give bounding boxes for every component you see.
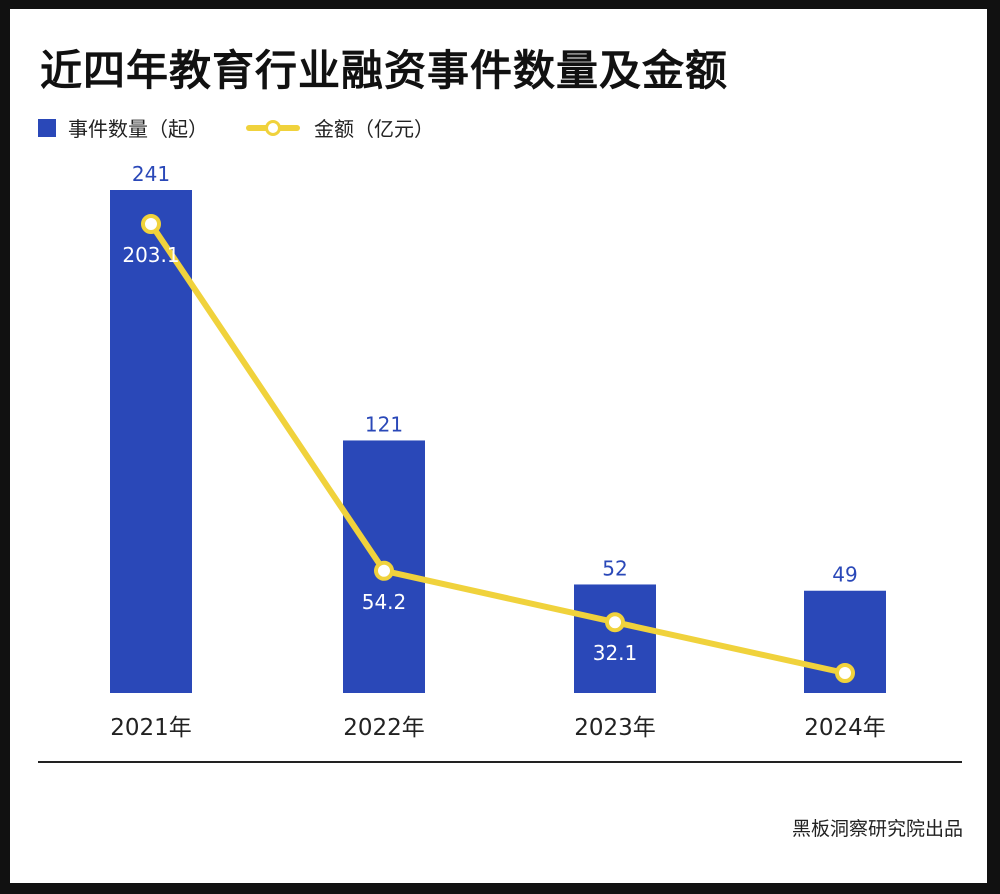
legend-bar-label: 事件数量（起）	[68, 117, 208, 141]
divider-line	[38, 761, 962, 763]
category-label-3: 2024年	[804, 715, 886, 741]
source-credit: 黑板洞察研究院出品	[791, 818, 963, 840]
bar-value-label-0: 241	[132, 162, 170, 186]
category-label-1: 2022年	[343, 715, 425, 741]
bar-value-label-1: 121	[365, 412, 403, 436]
amount-value-label-1: 54.2	[362, 590, 407, 614]
legend-line-swatch	[246, 119, 300, 136]
legend-line-label: 金额（亿元）	[314, 117, 434, 141]
chart-plot: 241 2021年 121 2022年 52 2023年 49 2024年 203.1 54.2 3…	[110, 162, 886, 741]
chart-title: 近四年教育行业融资事件数量及金额	[40, 46, 729, 95]
legend-bar-swatch	[38, 118, 56, 137]
bar-value-label-3: 49	[832, 563, 857, 587]
chart-frame: 近四年教育行业融资事件数量及金额 事件数量（起） 金额（亿元） 241 2021年…	[10, 9, 987, 883]
bar-2	[574, 584, 656, 693]
legend-item-amount: 金额（亿元）	[246, 113, 434, 142]
bar-0	[110, 190, 192, 693]
bar-value-label-2: 52	[602, 556, 627, 580]
amount-point-2	[605, 612, 625, 633]
amount-value-label-3: 10.3	[823, 692, 868, 716]
amount-line	[148, 221, 848, 676]
legend-line-marker	[265, 119, 281, 136]
category-label-2: 2023年	[574, 715, 656, 741]
legend-item-count: 事件数量（起）	[38, 113, 208, 142]
amount-value-label-2: 32.1	[593, 641, 638, 665]
category-label-0: 2021年	[110, 715, 192, 741]
amount-point-1	[374, 560, 394, 581]
amount-point-3	[835, 663, 855, 683]
amount-point-0	[141, 214, 161, 234]
chart-legend: 事件数量（起） 金额（亿元）	[38, 113, 472, 142]
amount-value-label-0: 203.1	[122, 243, 179, 267]
